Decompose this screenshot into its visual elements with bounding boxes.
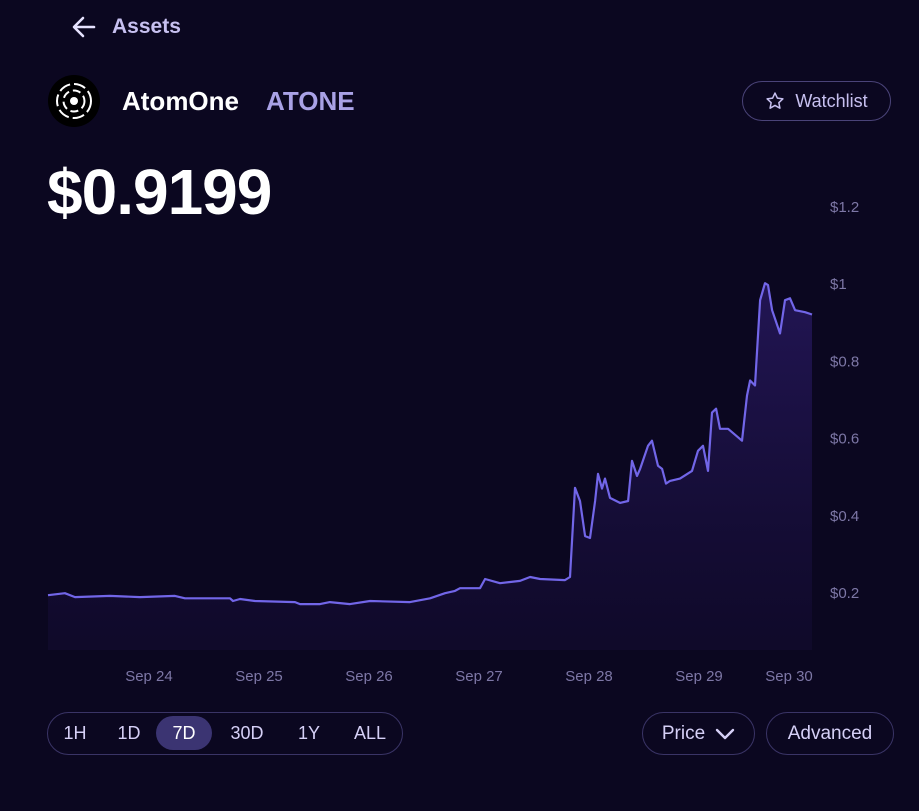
- y-tick-label: $0.8: [830, 353, 859, 370]
- range-button[interactable]: ALL: [353, 722, 387, 743]
- y-tick-label: $1: [830, 276, 847, 293]
- range-button[interactable]: 1H: [63, 722, 87, 743]
- x-tick-label: Sep 26: [345, 668, 393, 685]
- advanced-button[interactable]: Advanced: [766, 712, 894, 755]
- metric-label: Price: [661, 722, 706, 744]
- y-tick-label: $0.2: [830, 585, 859, 602]
- x-tick-label: Sep 25: [235, 668, 283, 685]
- chevron-icon: [715, 728, 735, 739]
- price-line: [47, 282, 813, 606]
- current-price: $0.9199: [47, 156, 272, 228]
- star-icon: [766, 92, 784, 109]
- price-area: [48, 283, 812, 650]
- x-tick-label: Sep 28: [565, 668, 613, 685]
- back-arrow: [72, 16, 96, 38]
- x-tick-label: Sep 29: [675, 668, 723, 685]
- x-tick-label: Sep 30: [765, 668, 813, 685]
- range-selector: 1H 1D 7D 30D 1Y ALL: [47, 712, 403, 755]
- x-tick-label: Sep 27: [455, 668, 503, 685]
- range-button[interactable]: 30D: [230, 722, 264, 743]
- y-tick-label: $1.2: [830, 199, 859, 216]
- asset-logo: [48, 75, 100, 127]
- x-tick-label: Sep 24: [125, 668, 173, 685]
- back-link[interactable]: Assets: [70, 10, 181, 44]
- y-tick-label: $0.6: [830, 431, 859, 448]
- back-label: Assets: [112, 15, 181, 38]
- watchlist-label: Watchlist: [795, 90, 868, 111]
- range-button[interactable]: 1D: [117, 722, 141, 743]
- watchlist-button[interactable]: Watchlist: [742, 81, 891, 121]
- price-chart: $0.2 $0.4 $0.6 $0.8 $1 $1.2 Sep 24 Sep 25 Sep 26…: [47, 199, 859, 685]
- y-tick-label: $0.4: [830, 508, 859, 525]
- range-button[interactable]: 7D: [156, 716, 212, 750]
- metric-dropdown[interactable]: Price: [642, 712, 755, 755]
- asset-name: AtomOne: [122, 86, 239, 116]
- range-button[interactable]: 1Y: [297, 722, 321, 743]
- asset-symbol: ATONE: [266, 86, 355, 116]
